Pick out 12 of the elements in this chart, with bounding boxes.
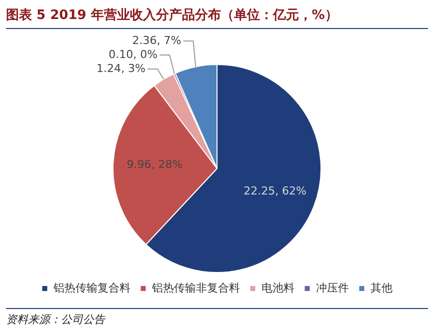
legend-label: 其他 — [370, 281, 392, 294]
text: 资料来源：公司公告 — [6, 308, 428, 327]
data-label: 2.36, 7% — [132, 34, 182, 47]
legend-label: 铝热传输复合料 — [52, 281, 130, 294]
data-label: 1.24, 3% — [96, 62, 146, 75]
legend-label: 电池料 — [261, 281, 294, 294]
legend-label: 铝热传输非复合料 — [150, 281, 240, 294]
data-label: 9.96, 28% — [126, 158, 183, 172]
chart-title: 图表 5 2019 年营业收入分产品分布（单位：亿元，%） — [6, 6, 428, 29]
data-label: 22.25, 62% — [244, 184, 307, 198]
legend-label: 冲压件 — [316, 281, 349, 294]
data-label: 0.10, 0% — [108, 48, 158, 61]
